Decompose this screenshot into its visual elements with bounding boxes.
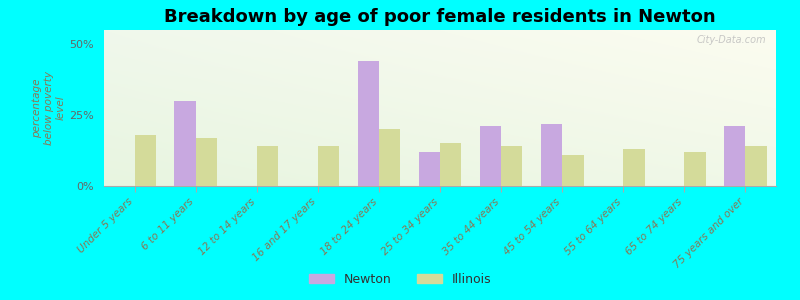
Bar [746,146,767,186]
Bar [418,152,440,186]
Bar [257,146,278,186]
Bar [562,155,583,186]
Bar [480,126,501,186]
Bar [501,146,522,186]
Bar [724,126,746,186]
Bar [541,124,562,186]
Title: Breakdown by age of poor female residents in Newton: Breakdown by age of poor female resident… [164,8,716,26]
Bar [623,149,645,186]
Bar [440,143,462,186]
Bar [684,152,706,186]
Text: City-Data.com: City-Data.com [696,35,766,45]
Bar [379,129,400,186]
Bar [318,146,339,186]
Bar [174,101,196,186]
Y-axis label: percentage
below poverty
level: percentage below poverty level [32,71,66,145]
Bar [134,135,156,186]
Bar [196,138,217,186]
Legend: Newton, Illinois: Newton, Illinois [304,268,496,291]
Bar [358,61,379,186]
